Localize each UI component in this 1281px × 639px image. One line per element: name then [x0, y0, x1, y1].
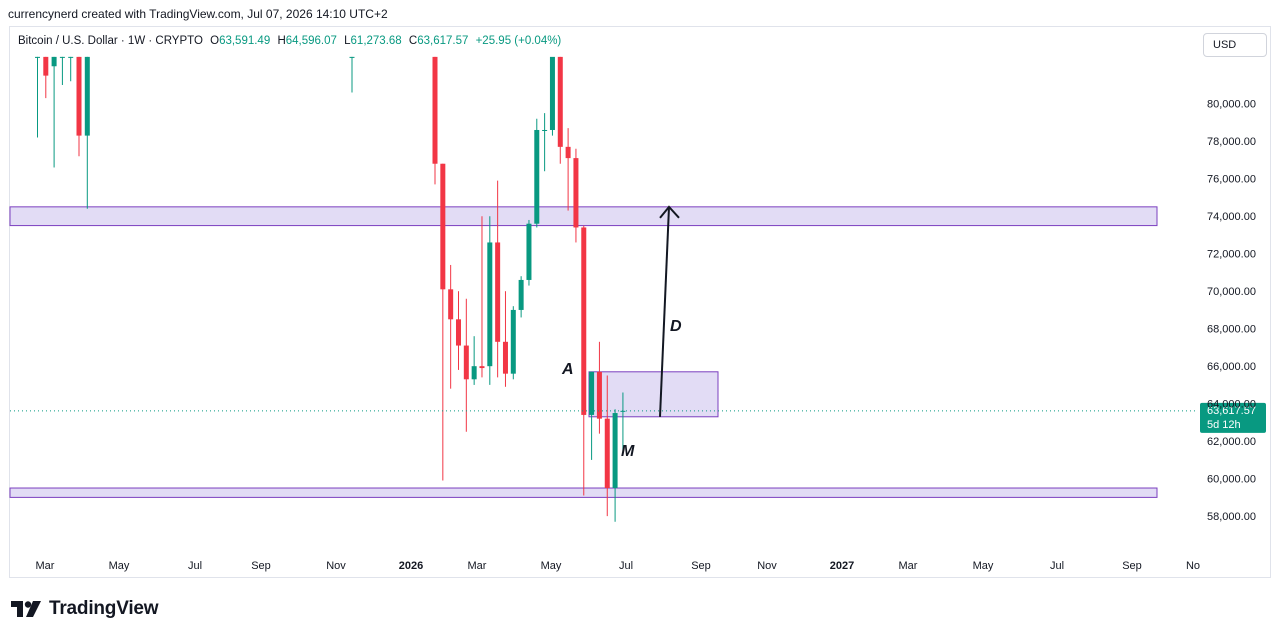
candle-body[interactable]: [35, 56, 40, 58]
y-tick-label: 72,000.00: [1207, 249, 1256, 261]
tradingview-logo-icon: [11, 601, 41, 617]
x-tick-label: Jul: [619, 560, 633, 572]
y-tick-label: 66,000.00: [1207, 361, 1256, 373]
last-price-label: 63,617.57: [1207, 405, 1256, 417]
zone-demand-box[interactable]: [588, 371, 719, 418]
x-tick-label: 2026: [399, 560, 423, 572]
x-tick-label: May: [973, 560, 994, 572]
candle-body[interactable]: [448, 289, 454, 320]
candle-body[interactable]: [479, 366, 485, 369]
candle-body[interactable]: [455, 319, 461, 346]
symbol-title: Bitcoin / U.S. Dollar · 1W · CRYPTO: [18, 35, 203, 47]
x-tick-label: No: [1186, 560, 1200, 572]
x-tick-label: Sep: [1122, 560, 1142, 572]
chart-frame: [9, 26, 1271, 578]
x-tick-label: Jul: [1050, 560, 1064, 572]
low-key: L: [344, 35, 351, 47]
y-tick-label: 58,000.00: [1207, 511, 1256, 523]
candle-body[interactable]: [612, 413, 618, 489]
candle-body[interactable]: [76, 56, 82, 136]
candle-body[interactable]: [534, 129, 540, 224]
candle-body[interactable]: [43, 56, 49, 76]
candle-body[interactable]: [349, 56, 355, 58]
target-arrow-line[interactable]: [659, 206, 670, 417]
countdown-label: 5d 12h: [1207, 419, 1241, 431]
y-tick-label: 76,000.00: [1207, 174, 1256, 186]
x-tick-label: Jul: [188, 560, 202, 572]
candle-body[interactable]: [573, 158, 579, 228]
candle-body[interactable]: [596, 371, 602, 419]
candle-body[interactable]: [526, 223, 532, 280]
candle-body[interactable]: [542, 129, 548, 131]
open-value: 63,591.49: [219, 35, 271, 47]
close-key: C: [408, 35, 418, 47]
candle-body[interactable]: [440, 163, 446, 290]
open-key: O: [210, 35, 220, 47]
zone-upper-resistance[interactable]: [9, 206, 1158, 227]
y-tick-label: 80,000.00: [1207, 99, 1256, 111]
annotation-d[interactable]: D: [670, 318, 682, 335]
candle-body[interactable]: [471, 366, 477, 380]
x-tick-label: Mar: [899, 560, 918, 572]
candle-body[interactable]: [518, 279, 524, 310]
candle-body[interactable]: [502, 341, 508, 374]
x-tick-label: May: [541, 560, 562, 572]
y-tick-label: 64,000.00: [1207, 399, 1256, 411]
target-arrowhead[interactable]: [659, 205, 680, 219]
low-value: 61,273.68: [350, 35, 402, 47]
high-key: H: [277, 35, 286, 47]
symbol-legend: Bitcoin / U.S. Dollar · 1W · CRYPTO O63,…: [18, 35, 561, 47]
candle-body[interactable]: [549, 56, 555, 130]
y-tick-label: 62,000.00: [1207, 436, 1256, 448]
annotation-m[interactable]: M: [621, 443, 635, 460]
candle-body[interactable]: [557, 56, 563, 147]
x-tick-label: Nov: [326, 560, 346, 572]
x-tick-label: Sep: [251, 560, 271, 572]
candle-body[interactable]: [487, 242, 493, 367]
close-value: 63,617.57: [417, 35, 469, 47]
candle-body[interactable]: [51, 56, 57, 67]
tradingview-brand-text: TradingView: [49, 598, 159, 619]
candle-body[interactable]: [581, 227, 587, 415]
x-tick-label: Nov: [757, 560, 777, 572]
tradingview-footer[interactable]: TradingView: [11, 598, 159, 620]
candle-body[interactable]: [510, 309, 516, 374]
chart-caption: currencynerd created with TradingView.co…: [8, 7, 388, 21]
x-tick-label: Mar: [468, 560, 487, 572]
candle-body[interactable]: [565, 146, 571, 159]
y-tick-label: 78,000.00: [1207, 136, 1256, 148]
y-tick-label: 68,000.00: [1207, 324, 1256, 336]
x-tick-label: Sep: [691, 560, 711, 572]
annotation-a[interactable]: A: [561, 361, 574, 378]
y-tick-label: 74,000.00: [1207, 211, 1256, 223]
candle-body[interactable]: [495, 242, 501, 342]
candle-body[interactable]: [463, 345, 469, 380]
y-tick-label: 70,000.00: [1207, 286, 1256, 298]
x-tick-label: Mar: [36, 560, 55, 572]
candle-body[interactable]: [604, 418, 610, 489]
x-tick-label: May: [109, 560, 130, 572]
change-value: +25.95 (+0.04%): [475, 35, 562, 47]
candle-body[interactable]: [68, 56, 74, 58]
candle-body[interactable]: [589, 371, 595, 415]
y-tick-label: 60,000.00: [1207, 474, 1256, 486]
candle-body[interactable]: [59, 56, 65, 58]
last-price-tag: [1200, 402, 1266, 433]
candle-body[interactable]: [432, 56, 438, 164]
x-tick-label: 2027: [830, 560, 854, 572]
currency-selector[interactable]: USD: [1203, 33, 1267, 57]
candle-body[interactable]: [84, 56, 90, 136]
high-value: 64,596.07: [285, 35, 337, 47]
